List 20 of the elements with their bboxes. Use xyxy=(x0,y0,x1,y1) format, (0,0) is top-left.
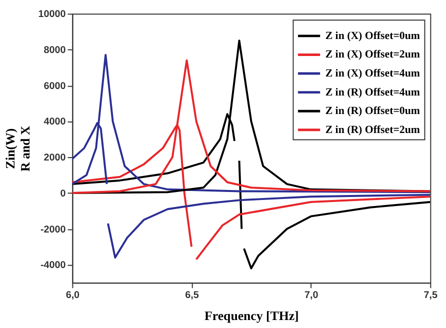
y-axis-title: Zin(W) R and X xyxy=(4,125,32,172)
y-tick-label: 6000 xyxy=(44,80,66,92)
y-tick-label: 8000 xyxy=(44,45,66,56)
x-tick-label: 7,5 xyxy=(424,290,438,301)
y-tick-label: 4000 xyxy=(44,116,66,128)
legend-label: Z in (R) Offset=0um xyxy=(325,105,420,118)
y-tick-label: 2000 xyxy=(44,152,66,164)
legend-label: Z in (R) Offset=4um xyxy=(325,86,420,98)
x-tick-label: 6,0 xyxy=(66,290,80,301)
legend-label: Z in (X) Offset=0um xyxy=(325,30,420,42)
y-tick-label: 0 xyxy=(60,188,66,200)
y-tick-label: 10000 xyxy=(38,9,66,20)
x-axis-title: Frequency [THz] xyxy=(204,308,299,323)
legend-label: Z in (X) Offset=2um xyxy=(325,48,420,61)
x-tick-label: 6,5 xyxy=(185,290,200,301)
legend-label: Z in (R) Offset=2um xyxy=(325,124,420,136)
legend-label: Z in (X) Offset=4um xyxy=(325,67,420,80)
y-tick-label: -4000 xyxy=(40,260,66,272)
y-tick-label: -2000 xyxy=(40,224,66,236)
x-tick-label: 7,0 xyxy=(304,290,319,301)
